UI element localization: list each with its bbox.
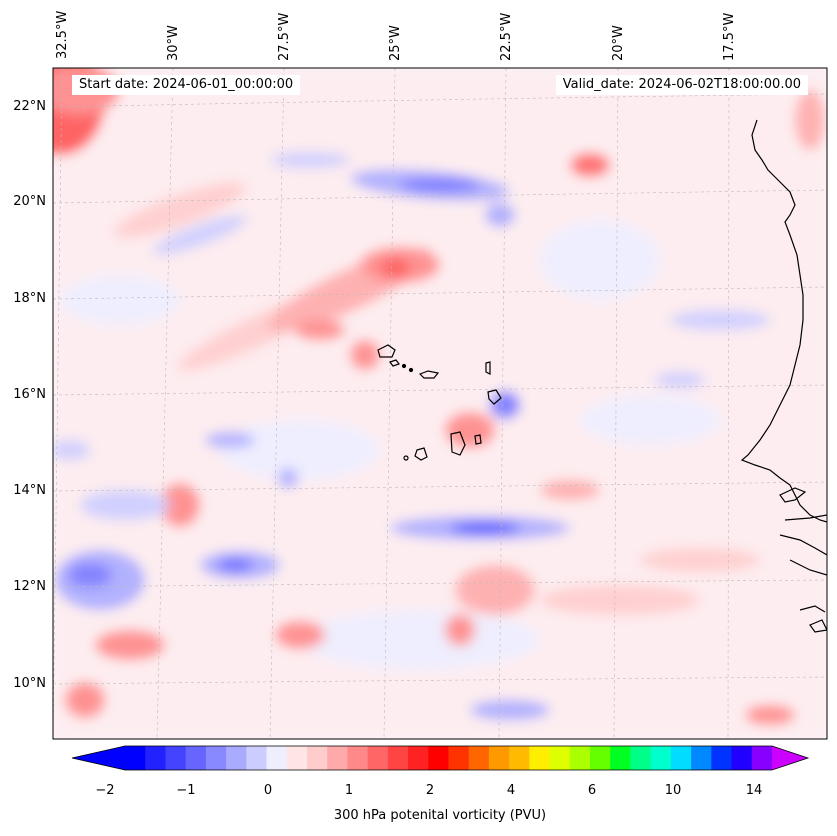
lon-label: 22.5°W xyxy=(499,12,514,61)
colorbar-segment xyxy=(205,746,227,770)
coastline xyxy=(740,119,827,633)
colorbar-segment xyxy=(226,746,247,770)
colorbar-tick: 4 xyxy=(506,783,516,798)
pv-field xyxy=(53,68,827,739)
colorbar-tick: 14 xyxy=(745,783,763,798)
colorbar-tick: −1 xyxy=(176,783,196,798)
colorbar-segment xyxy=(306,746,328,770)
lat-label: 18°N xyxy=(13,291,46,306)
colorbar-segment xyxy=(246,746,268,770)
colorbar-segment xyxy=(185,746,207,770)
colorbar-segment xyxy=(549,746,571,770)
colorbar-segment xyxy=(387,746,409,770)
colorbar-segment xyxy=(125,746,146,770)
colorbar-segment xyxy=(165,746,187,770)
lat-label: 16°N xyxy=(13,387,46,402)
colorbar-outline xyxy=(71,745,810,771)
colorbar-segment xyxy=(731,746,753,770)
colorbar-segment xyxy=(428,746,449,770)
colorbar-segment xyxy=(610,746,631,770)
colorbar-segment xyxy=(488,746,510,770)
colorbar-segment xyxy=(327,746,348,770)
colorbar-tick: −2 xyxy=(95,783,115,798)
colorbar-tick: 10 xyxy=(664,783,682,798)
colorbar-segment xyxy=(691,746,712,770)
colorbar-segment xyxy=(711,746,733,770)
colorbar-segment xyxy=(509,746,530,770)
colorbar-segment xyxy=(266,746,288,770)
lon-label: 30°W xyxy=(166,25,181,61)
colorbar-segment xyxy=(529,746,551,770)
colorbar-segment xyxy=(347,746,369,770)
lon-label: 17.5°W xyxy=(722,12,737,61)
colorbar-tick: 6 xyxy=(587,783,597,798)
map-frame xyxy=(52,67,828,740)
colorbar-extend-under xyxy=(72,746,125,770)
colorbar-tick: 0 xyxy=(263,783,273,798)
start-date-label: Start date: 2024-06-01_00:00:00 xyxy=(72,75,301,95)
lat-label: 14°N xyxy=(13,483,46,498)
colorbar-segment xyxy=(670,746,692,770)
islands xyxy=(377,344,502,461)
gridlines xyxy=(53,68,827,739)
colorbar-segment xyxy=(590,746,611,770)
lon-label: 32.5°W xyxy=(55,10,70,59)
colorbar xyxy=(71,745,810,771)
colorbar-segment xyxy=(448,746,470,770)
colorbar-segment xyxy=(751,746,773,770)
lat-label: 20°N xyxy=(13,194,46,209)
colorbar-segment xyxy=(569,746,591,770)
lon-label: 25°W xyxy=(388,25,403,61)
colorbar-segment xyxy=(468,746,490,770)
lat-label: 12°N xyxy=(13,579,46,594)
colorbar-segment xyxy=(145,746,166,770)
lat-label: 22°N xyxy=(13,99,46,114)
colorbar-segment xyxy=(408,746,429,770)
colorbar-segment xyxy=(630,746,652,770)
valid-date-label: Valid_date: 2024-06-02T18:00:00.00 xyxy=(555,75,808,95)
colorbar-extend-over xyxy=(772,746,808,770)
lat-label: 10°N xyxy=(13,676,46,691)
lon-label: 27.5°W xyxy=(277,12,292,61)
colorbar-segment xyxy=(286,746,308,770)
colorbar-tick: 2 xyxy=(425,783,435,798)
colorbar-segment xyxy=(650,746,672,770)
colorbar-segment xyxy=(367,746,389,770)
colorbar-label: 300 hPa potenital vorticity (PVU) xyxy=(333,808,547,823)
colorbar-tick: 1 xyxy=(344,783,354,798)
lon-label: 20°W xyxy=(611,25,626,61)
